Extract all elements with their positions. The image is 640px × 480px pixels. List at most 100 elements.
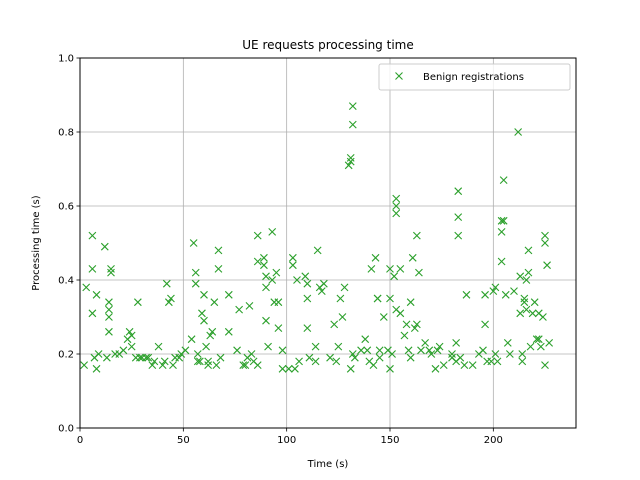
data-point <box>406 298 415 307</box>
data-point <box>516 309 525 318</box>
data-point <box>528 309 537 318</box>
data-point <box>88 265 97 273</box>
data-point <box>235 305 244 314</box>
data-point <box>425 346 434 355</box>
data-point <box>214 246 223 255</box>
x-tick-label: 150 <box>380 435 399 446</box>
data-point <box>216 353 225 362</box>
data-point <box>278 346 287 355</box>
data-point <box>541 239 549 247</box>
data-point <box>481 290 489 299</box>
data-point <box>491 283 500 292</box>
data-point <box>92 290 101 299</box>
data-point <box>105 298 113 307</box>
data-point <box>268 228 277 236</box>
data-point <box>421 339 430 347</box>
data-point <box>524 268 533 277</box>
data-point <box>144 353 153 362</box>
data-point <box>439 361 448 369</box>
legend-box <box>378 63 571 91</box>
data-point <box>330 320 339 329</box>
data-point <box>348 102 357 110</box>
data-point <box>346 364 355 373</box>
data-point <box>524 246 533 255</box>
data-point <box>154 342 163 351</box>
data-point <box>200 290 208 299</box>
data-point <box>272 268 281 277</box>
data-point <box>88 231 97 240</box>
data-point <box>158 361 167 369</box>
data-point <box>404 346 413 355</box>
data-point <box>510 287 518 295</box>
data-point <box>336 294 345 303</box>
data-point <box>239 361 248 369</box>
legend-x-marker <box>395 72 403 80</box>
data-point <box>133 298 142 307</box>
legend-label: Benign registrations <box>423 72 524 83</box>
data-points <box>80 102 554 373</box>
legend: Benign registrations <box>378 63 571 91</box>
data-point <box>454 213 463 221</box>
data-point <box>150 357 159 366</box>
data-point <box>268 276 277 284</box>
data-point <box>536 342 545 351</box>
data-point <box>105 305 113 314</box>
data-point <box>503 339 512 347</box>
data-point <box>274 298 283 307</box>
data-point <box>539 313 547 321</box>
data-point <box>191 279 200 288</box>
data-point <box>386 265 394 273</box>
data-point <box>402 320 411 329</box>
chart-title: UE requests processing time <box>242 38 413 52</box>
data-point <box>487 357 496 366</box>
data-point <box>295 357 303 366</box>
data-point <box>88 309 97 318</box>
data-point <box>224 290 233 299</box>
data-point <box>340 283 349 292</box>
data-point <box>505 350 514 358</box>
data-point <box>462 290 471 299</box>
data-point <box>415 268 423 277</box>
data-point <box>363 346 372 355</box>
data-point <box>305 353 314 362</box>
data-point <box>167 294 175 303</box>
data-point <box>303 294 312 303</box>
y-tick-label: 0.2 <box>58 350 74 361</box>
data-point <box>80 361 89 369</box>
data-point <box>119 346 128 355</box>
data-point <box>195 357 204 366</box>
data-point <box>545 339 554 347</box>
data-point <box>497 216 506 225</box>
data-point <box>344 161 353 170</box>
data-point <box>520 298 529 307</box>
data-point <box>361 335 370 344</box>
data-point <box>497 257 506 266</box>
data-point <box>233 346 241 355</box>
data-point <box>326 353 334 362</box>
x-axis-title: Time (s) <box>307 459 349 470</box>
data-point <box>293 276 301 284</box>
data-point <box>148 361 157 369</box>
plot-area <box>80 58 576 428</box>
data-point <box>516 272 525 281</box>
data-point <box>406 353 415 362</box>
x-axis-ticks: 0 50 100 150 200 <box>77 428 503 446</box>
data-point <box>125 327 134 336</box>
data-point <box>288 261 297 270</box>
data-point <box>468 361 477 369</box>
data-point <box>187 335 196 344</box>
data-point <box>198 309 206 318</box>
data-point <box>317 287 326 295</box>
data-point <box>392 209 401 218</box>
data-point <box>241 361 250 369</box>
data-point <box>303 279 312 288</box>
data-point <box>253 361 262 369</box>
data-point <box>175 353 184 362</box>
x-tick-label: 0 <box>77 435 83 446</box>
y-tick-label: 0.8 <box>58 128 74 139</box>
data-point <box>479 346 487 355</box>
data-point <box>456 353 465 362</box>
data-point <box>102 353 111 362</box>
data-point <box>291 364 299 373</box>
data-point <box>452 339 461 347</box>
